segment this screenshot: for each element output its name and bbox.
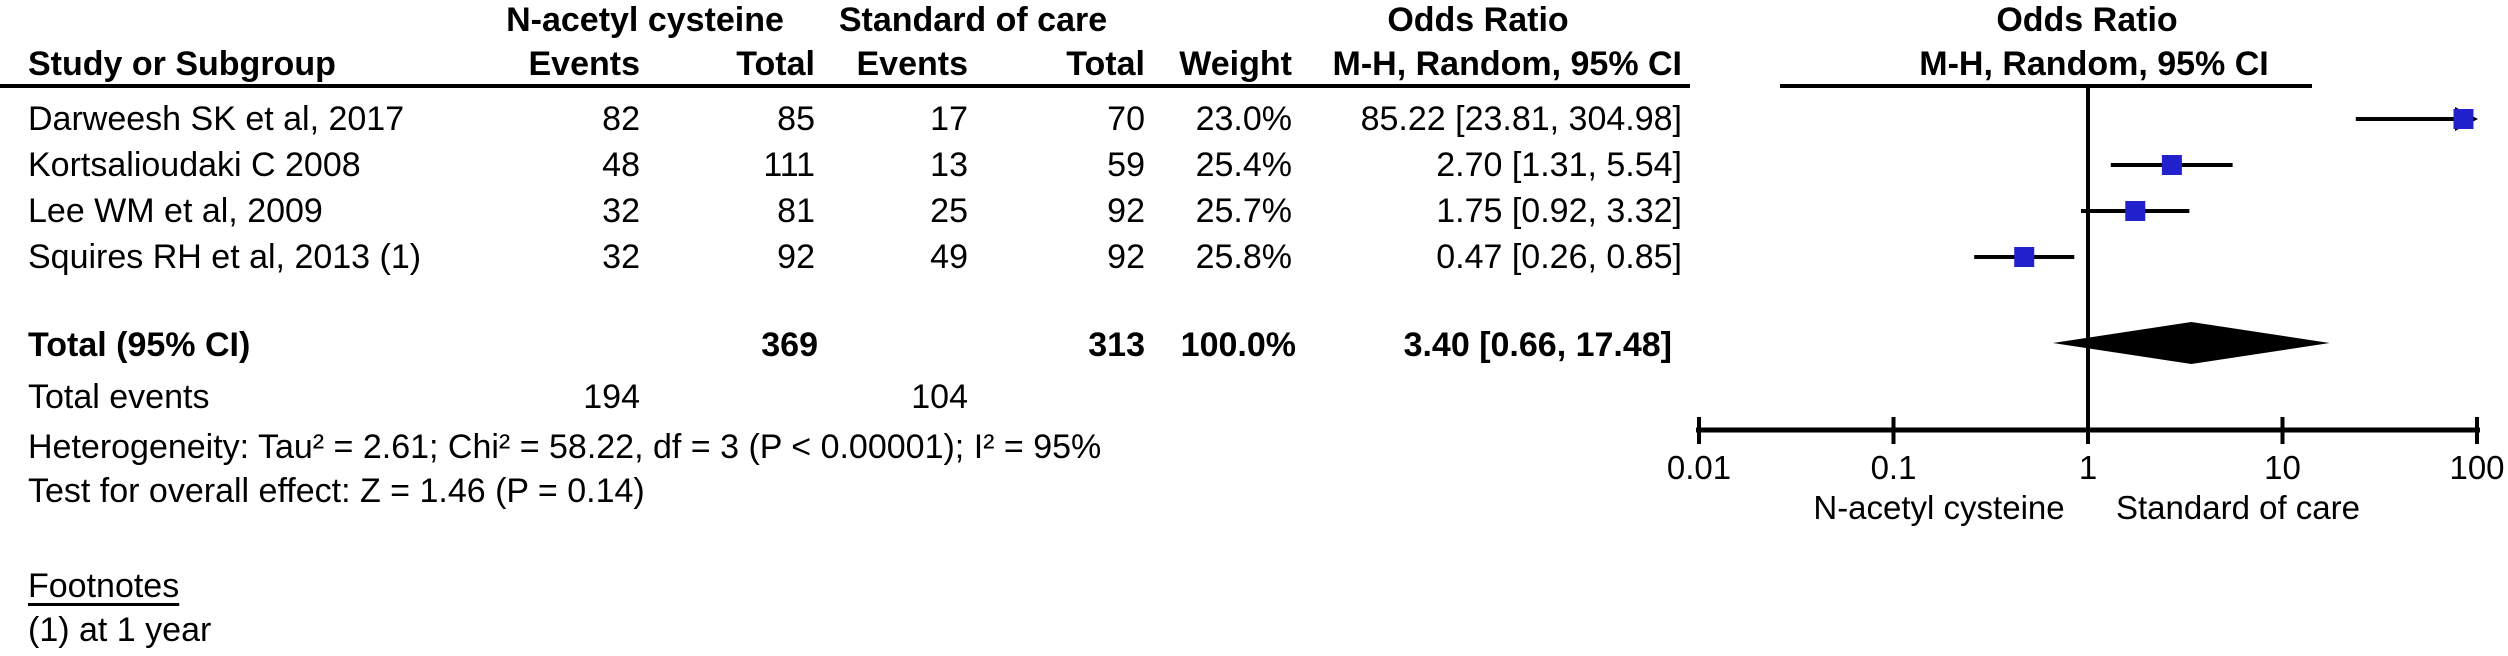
nac-total: 111: [763, 146, 815, 184]
total-or-ci: 3.40 [0.66, 17.48]: [1403, 326, 1672, 364]
soc-total: 59: [1107, 146, 1145, 184]
soc-events: 49: [930, 238, 968, 276]
axis-tick-label: 0.1: [1870, 449, 1917, 486]
nac-events: 82: [602, 100, 640, 138]
soc-events: 13: [930, 146, 968, 184]
total-label: Total (95% CI): [28, 326, 251, 364]
soc-events: 17: [930, 100, 968, 138]
total-events-soc: 104: [911, 378, 968, 416]
total-weight: 100.0%: [1180, 326, 1296, 364]
nac-events: 32: [602, 192, 640, 230]
total-nac-total: 369: [761, 326, 818, 364]
nac-total: 92: [777, 238, 815, 276]
study-name: Kortsalioudaki C 2008: [28, 146, 361, 184]
axis-caption-right: Standard of care: [2116, 489, 2360, 526]
study-name: Squires RH et al, 2013 (1): [28, 238, 422, 276]
total-events-label: Total events: [28, 378, 210, 416]
footnotes-title: Footnotes: [28, 567, 180, 605]
header-underline-left: [0, 84, 1690, 88]
heterogeneity-text: Heterogeneity: Tau² = 2.61; Chi² = 58.22…: [28, 428, 1102, 466]
soc-total: 92: [1107, 238, 1145, 276]
group-header-or-plot: Odds Ratio: [1996, 1, 2178, 39]
footnote-1: (1) at 1 year: [28, 611, 212, 649]
col-header-or-ci-stat: M-H, Random, 95% CI: [1332, 45, 1682, 83]
weight: 23.0%: [1195, 100, 1292, 138]
axis-tick-label: 10: [2264, 449, 2301, 486]
col-header-soc-total: Total: [1066, 45, 1145, 83]
or-ci-text: 2.70 [1.31, 5.54]: [1436, 146, 1682, 184]
overall-effect-text: Test for overall effect: Z = 1.46 (P = 0…: [28, 472, 645, 510]
axis-tick-label: 1: [2078, 449, 2098, 486]
group-header-or-stat: Odds Ratio: [1387, 1, 1569, 39]
nac-total: 85: [777, 100, 815, 138]
weight: 25.8%: [1195, 238, 1292, 276]
axis-caption-left: N-acetyl cysteine: [1813, 489, 2065, 526]
axis-tick-label: 0.01: [1666, 449, 1732, 486]
col-header-or-ci-plot: M-H, Random, 95% CI: [1919, 45, 2269, 83]
soc-total: 70: [1107, 100, 1145, 138]
col-header-weight: Weight: [1179, 45, 1292, 83]
group-header-soc: Standard of care: [838, 1, 1108, 39]
soc-total: 92: [1107, 192, 1145, 230]
soc-events: 25: [930, 192, 968, 230]
weight: 25.7%: [1195, 192, 1292, 230]
or-ci-text: 85.22 [23.81, 304.98]: [1360, 100, 1682, 138]
or-ci-text: 1.75 [0.92, 3.32]: [1436, 192, 1682, 230]
weight: 25.4%: [1195, 146, 1292, 184]
col-header-nac-total: Total: [736, 45, 815, 83]
total-events-nac: 194: [583, 378, 640, 416]
header-underline-right: [1780, 84, 2312, 88]
study-name: Lee WM et al, 2009: [28, 192, 323, 230]
col-header-soc-events: Events: [856, 45, 969, 83]
or-ci-text: 0.47 [0.26, 0.85]: [1436, 238, 1682, 276]
nac-total: 81: [777, 192, 815, 230]
nac-events: 32: [602, 238, 640, 276]
group-header-nac: N-acetyl cysteine: [506, 1, 784, 39]
study-name: Darweesh SK et al, 2017: [28, 100, 405, 138]
col-header-study: Study or Subgroup: [28, 45, 336, 83]
nac-events: 48: [602, 146, 640, 184]
total-soc-total: 313: [1088, 326, 1145, 364]
col-header-nac-events: Events: [528, 45, 641, 83]
axis-tick-label: 100: [2449, 449, 2505, 486]
